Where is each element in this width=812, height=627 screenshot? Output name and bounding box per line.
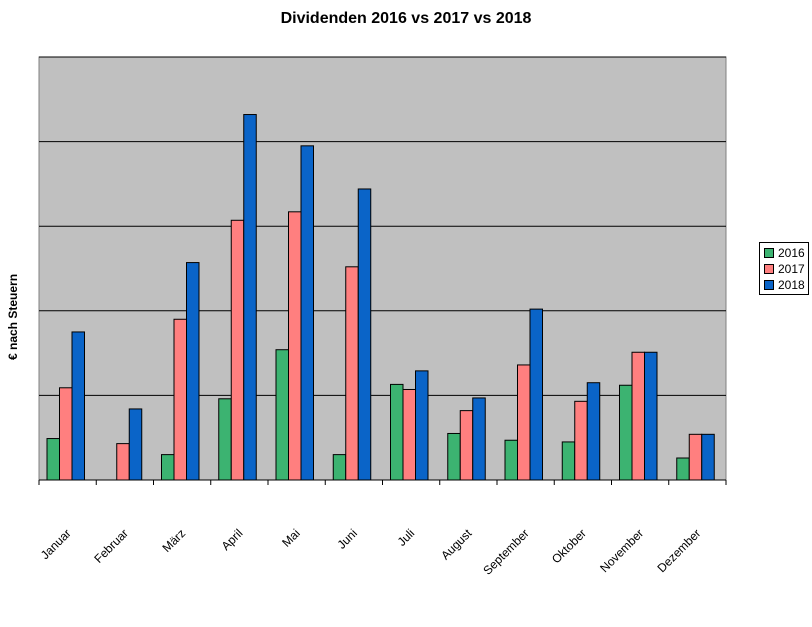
x-tick-label-5: Juni — [335, 526, 360, 551]
legend-item-2016: 2016 — [764, 245, 808, 261]
plot-area — [38, 56, 727, 481]
bar-2017-Januar — [59, 387, 73, 481]
x-ticks — [38, 480, 727, 485]
x-tick-label-4: Mai — [279, 526, 303, 550]
chart-title: Dividenden 2016 vs 2017 vs 2018 — [280, 10, 532, 27]
x-tick-labels: Januar Februar März April Mai Juni Juli August S… — [38, 526, 704, 578]
bar-2016-September — [504, 439, 518, 481]
legend-label-2017: 2017 — [778, 262, 805, 276]
bar-2017-März — [173, 318, 187, 481]
bar-2018-August — [472, 397, 486, 481]
bar-2017-Juni — [345, 266, 359, 481]
x-tick-label-7: August — [438, 526, 475, 563]
bar-2018-Juli — [415, 370, 429, 481]
bar-2018-April — [243, 114, 257, 481]
x-tick-label-3: April — [219, 526, 246, 553]
legend-item-2018: 2018 — [764, 277, 808, 293]
bar-2016-April — [218, 398, 232, 481]
legend-label-2016: 2016 — [778, 246, 805, 260]
bar-2016-März — [161, 454, 175, 481]
bar-2018-Dezember — [701, 433, 715, 481]
legend: 2016 2017 2018 — [759, 242, 809, 295]
legend-item-2017: 2017 — [764, 261, 808, 277]
bar-2016-August — [447, 432, 461, 481]
bar-2017-Juli — [402, 388, 416, 481]
gridlines — [39, 56, 726, 396]
legend-swatch-2018 — [764, 280, 774, 290]
bar-2016-Juli — [390, 383, 404, 481]
x-tick-label-8: September — [480, 526, 531, 577]
bar-2017-April — [230, 219, 245, 481]
bar-2018-November — [644, 351, 658, 481]
bar-2016-November — [619, 384, 633, 481]
legend-label-2018: 2018 — [778, 278, 805, 292]
bar-2017-Dezember — [688, 433, 703, 481]
x-tick-label-9: Oktober — [549, 526, 589, 566]
bar-2016-Dezember — [676, 457, 690, 481]
x-tick-label-6: Juli — [395, 526, 418, 549]
bar-2016-Mai — [275, 349, 289, 481]
x-tick-label-11: Dezember — [654, 526, 703, 575]
bar-2017-Oktober — [574, 400, 588, 481]
bar-2016-Juni — [332, 454, 347, 481]
bar-2018-Februar — [128, 408, 143, 481]
legend-swatch-2016 — [764, 248, 774, 258]
x-tick-label-0: Januar — [38, 526, 74, 562]
bar-2018-Juni — [357, 188, 372, 481]
bar-2017-September — [517, 364, 531, 481]
bar-2018-März — [186, 262, 200, 481]
bar-2017-August — [459, 410, 474, 481]
bar-2017-November — [631, 351, 645, 481]
legend-swatch-2017 — [764, 264, 774, 274]
bar-2018-Mai — [300, 145, 314, 481]
bar-2018-September — [529, 308, 543, 481]
bar-2016-Oktober — [561, 441, 576, 481]
x-tick-label-1: Februar — [91, 526, 131, 566]
x-tick-label-2: März — [159, 526, 188, 555]
bar-2016-Januar — [46, 438, 60, 481]
bar-2018-Januar — [71, 331, 85, 481]
bar-2017-Februar — [116, 443, 130, 481]
bar-2018-Oktober — [586, 382, 601, 481]
x-tick-label-10: November — [597, 526, 646, 575]
bar-2017-Mai — [288, 211, 302, 481]
